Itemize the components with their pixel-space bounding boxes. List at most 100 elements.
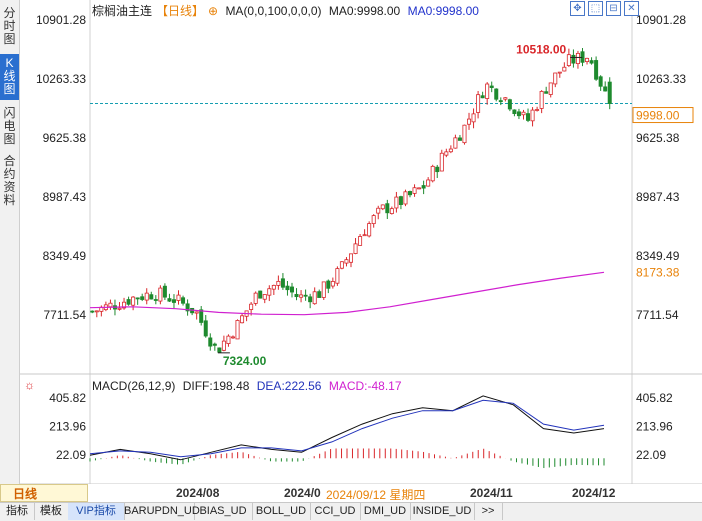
period-tab[interactable]: 日线	[0, 484, 88, 502]
macd-dea: DEA:222.56	[256, 379, 322, 393]
candle-body-85	[476, 94, 481, 113]
candle-body-12	[144, 292, 149, 301]
price-tick-left-5: 7711.54	[44, 308, 87, 322]
macd-dea-line	[89, 399, 605, 458]
side-tab-2[interactable]: 闪 电 图	[3, 106, 16, 146]
candle-body-87	[485, 83, 490, 99]
last-price-label: 9998.00	[636, 109, 680, 123]
candle-body-39	[267, 288, 272, 296]
collapse-icon[interactable]: ⊟	[606, 1, 621, 16]
candle-body-15	[158, 287, 163, 302]
candle-body-113	[603, 86, 608, 92]
price-tick-left-4: 8349.49	[43, 249, 87, 263]
candle-body-69	[403, 191, 408, 205]
candle-body-66	[389, 208, 394, 214]
side-tab-1[interactable]: K 线 图	[0, 54, 19, 100]
candle-body-17	[167, 298, 172, 302]
price-tick-right-1: 10263.33	[636, 72, 686, 86]
candle-body-63	[376, 207, 381, 214]
bottom-tab-3[interactable]: BARUPDN_UD	[124, 503, 200, 520]
macd-tick-left-2: 22.09	[56, 448, 86, 462]
close-icon[interactable]: ✕	[624, 1, 639, 16]
candle-body-9	[131, 296, 136, 306]
candle-body-28	[217, 347, 222, 353]
candle-body-4	[108, 302, 113, 308]
candle-body-6	[117, 307, 122, 310]
price-tick-left-1: 10263.33	[36, 72, 86, 86]
candle-body-93	[512, 109, 517, 114]
candle-body-41	[276, 280, 281, 286]
candle-body-97	[530, 109, 535, 122]
candle-body-29	[221, 340, 226, 351]
candle-body-83	[467, 118, 472, 125]
bottom-tab-7[interactable]: DMI_UD	[360, 503, 411, 520]
candle-body-57	[348, 253, 353, 263]
candle-body-51	[321, 281, 326, 298]
candle-body-44	[289, 286, 294, 293]
settings-circle-icon[interactable]: ⊕	[208, 4, 219, 18]
x-label-sep: 2024/0	[284, 486, 321, 500]
bottom-tab-8[interactable]: INSIDE_UD	[410, 503, 475, 520]
candle-body-56	[344, 259, 349, 264]
candle-body-59	[358, 236, 363, 246]
last-price-box	[632, 107, 694, 124]
candle-body-46	[299, 294, 304, 298]
candle-body-32	[235, 320, 240, 340]
candle-body-62	[371, 215, 376, 225]
period-label[interactable]: 【日线】	[156, 4, 205, 18]
bottom-tab-9[interactable]: >>	[474, 503, 503, 520]
macd-tick-right-2: 22.09	[636, 448, 666, 462]
candle-body-68	[398, 196, 403, 205]
macd-value: MACD:-48.17	[328, 379, 402, 393]
bottom-tab-4[interactable]: BIAS_UD	[194, 503, 253, 520]
candle-body-80	[453, 137, 458, 149]
candle-body-98	[535, 109, 540, 111]
candle-body-61	[367, 223, 372, 237]
bottom-tab-bar: 指标 模板 VIP指标 BARUPDN_UD BIAS_UD BOLL_UD CCI_UD D…	[0, 502, 702, 521]
chart-header: 棕榈油主连 【日线】 ⊕ MA(0,0,100,0,0,0) MA0:9998.00…	[92, 2, 483, 18]
chart-svg[interactable]: 10901.28 10901.28 10263.33 10263.33 9625.38 9…	[20, 0, 702, 484]
side-tab-0[interactable]: 分 时 图	[3, 6, 16, 46]
bottom-tab-1[interactable]: 模板	[34, 503, 69, 520]
macd-sun-icon[interactable]: ☼	[24, 378, 35, 392]
candle-body-71	[412, 187, 417, 194]
x-label-aug: 2024/08	[176, 486, 220, 500]
ma-params[interactable]: MA(0,0,100,0,0,0)	[225, 4, 322, 18]
candle-body-47	[303, 294, 308, 297]
bottom-tab-6[interactable]: CCI_UD	[310, 503, 361, 520]
candle-body-89	[494, 88, 499, 100]
move-icon[interactable]: ✥	[570, 1, 585, 16]
price-tick-left-0: 10901.28	[36, 13, 86, 27]
candle-body-8	[126, 299, 131, 305]
price-tick-right-2: 9625.38	[636, 131, 680, 145]
candle-body-96	[526, 113, 531, 121]
candle-body-35	[249, 303, 254, 310]
candle-body-65	[385, 203, 390, 214]
candle-body-40	[271, 284, 276, 290]
candle-body-38	[262, 294, 267, 300]
candle-body-1	[94, 310, 99, 313]
side-tab-3[interactable]: 合 约 资 料	[3, 154, 16, 207]
x-label-nov: 2024/11	[470, 486, 513, 500]
candle-body-64	[380, 204, 385, 210]
candle-body-112	[598, 76, 603, 87]
candle-body-103	[557, 71, 562, 74]
bottom-tab-0[interactable]: 指标	[0, 503, 35, 520]
candle-body-91	[503, 97, 508, 100]
macd-diff: DIFF:198.48	[182, 379, 250, 393]
expand-icon[interactable]: ⬚	[588, 1, 603, 16]
ma-line	[89, 271, 605, 316]
candle-body-26	[208, 337, 213, 347]
bottom-tab-5[interactable]: BOLL_UD	[252, 503, 311, 520]
chart-area[interactable]: 10901.28 10901.28 10263.33 10263.33 9625.38 9…	[20, 0, 702, 484]
candle-body-19	[176, 294, 181, 301]
bottom-tab-2[interactable]: VIP指标	[68, 503, 125, 520]
candle-body-94	[516, 111, 521, 117]
macd-tick-left-0: 405.82	[49, 391, 86, 405]
candle-body-25	[203, 320, 208, 337]
candle-body-30	[226, 335, 231, 344]
candle-body-88	[489, 85, 494, 88]
candle-body-20	[181, 297, 186, 304]
price-tick-right-3: 8987.43	[636, 190, 680, 204]
crosshair-date: 2024/09/12 星期四	[326, 488, 426, 502]
